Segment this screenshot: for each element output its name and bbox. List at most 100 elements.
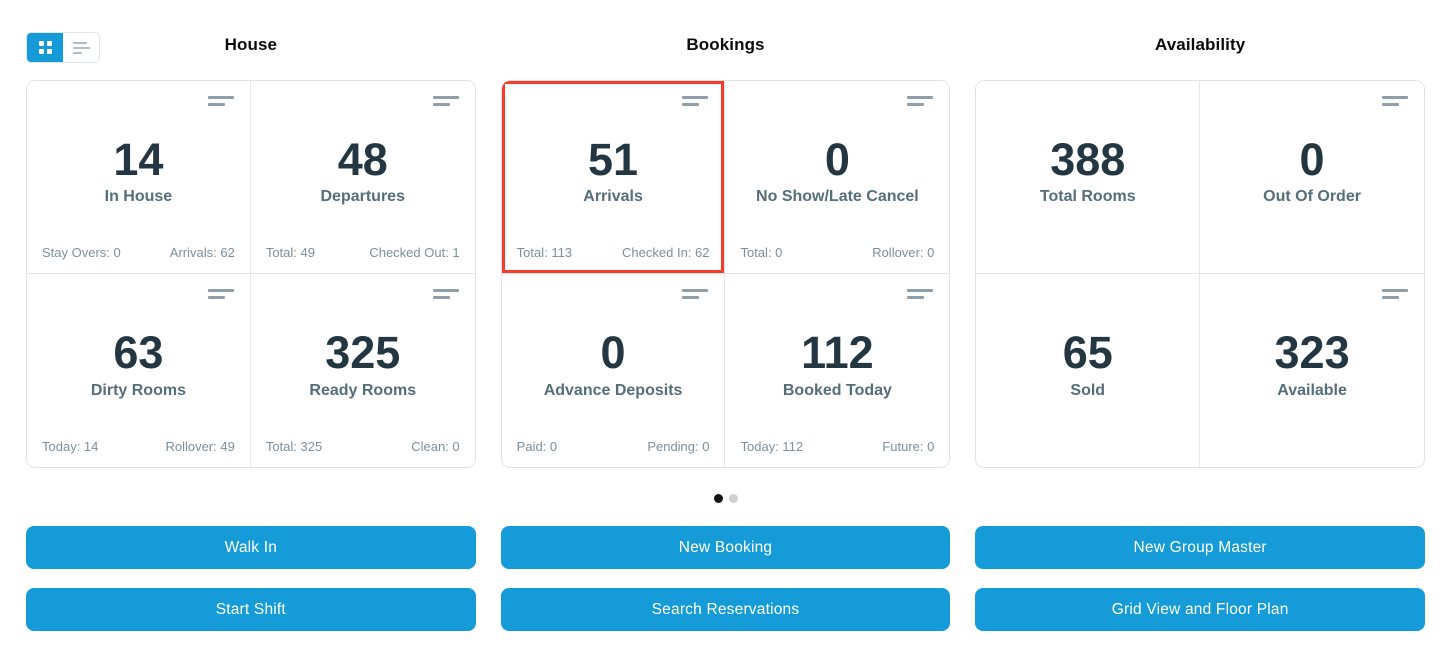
card-menu-lines-icon[interactable]: [682, 289, 709, 299]
card-stat: 14 In House: [27, 81, 250, 273]
card-stat: 112 Booked Today: [725, 274, 949, 467]
card-footer: Total: 49 Checked Out: 1: [266, 245, 460, 260]
card-footer: Total: 0 Rollover: 0: [740, 245, 934, 260]
action-button-new-group-master[interactable]: New Group Master: [975, 526, 1425, 569]
card-footer: Total: 113 Checked In: 62: [517, 245, 710, 260]
footer-stat-right: Clean: 0: [411, 439, 460, 454]
footer-stat-right: Rollover: 0: [872, 245, 935, 260]
card-stat: 325 Ready Rooms: [251, 274, 475, 467]
footer-stat-left: Today: 14: [42, 439, 99, 454]
pagination-dot-2[interactable]: [728, 494, 738, 503]
stat-value: 388: [1050, 133, 1126, 185]
stat-card-ready-rooms[interactable]: 325 Ready Rooms Total: 325 Clean: 0: [250, 274, 475, 467]
grid-2x2-icon: [38, 41, 52, 54]
stat-value: 63: [113, 327, 164, 379]
card-stat: 51 Arrivals: [502, 81, 725, 273]
card-menu-lines-icon[interactable]: [1381, 289, 1408, 299]
section-title-house: House: [224, 35, 278, 54]
stat-card-groups: 14 In House Stay Overs: 0 Arrivals: 62 48 Dep…: [26, 80, 1425, 468]
footer-stat-right: Pending: 0: [647, 439, 710, 454]
stat-label: Total Rooms: [1039, 188, 1136, 206]
pagination-dots: [26, 494, 1425, 503]
stat-label: Advance Deposits: [543, 381, 683, 399]
stat-value: 323: [1274, 327, 1350, 379]
card-stat: 0 Advance Deposits: [502, 274, 725, 467]
footer-stat-right: Checked In: 62: [622, 245, 710, 260]
footer-stat-left: Total: 325: [265, 439, 323, 454]
action-button-search-reservations[interactable]: Search Reservations: [500, 588, 951, 631]
card-stat: 63 Dirty Rooms: [27, 274, 250, 467]
footer-stat-right: Arrivals: 62: [169, 245, 235, 260]
stat-value: 0: [824, 133, 850, 185]
stat-card-in-house[interactable]: 14 In House Stay Overs: 0 Arrivals: 62: [27, 81, 251, 274]
view-toggle: [26, 32, 100, 63]
card-menu-lines-icon[interactable]: [682, 96, 709, 106]
action-button-walk-in[interactable]: Walk In: [26, 526, 476, 569]
card-menu-lines-icon[interactable]: [207, 96, 234, 106]
card-footer: Total: 325 Clean: 0: [266, 439, 460, 454]
card-footer: Paid: 0 Pending: 0: [517, 439, 710, 454]
list-view-toggle-button[interactable]: [63, 33, 99, 62]
stat-card-available[interactable]: 323 Available: [1200, 274, 1424, 467]
footer-stat-left: Total: 0: [740, 245, 783, 260]
header-row: House Bookings Availability: [26, 0, 1425, 80]
stat-card-out-of-order[interactable]: 0 Out Of Order: [1200, 81, 1424, 274]
group-availability: 388 Total Rooms 0 Out Of Order 65 Sold 323 Avai…: [975, 80, 1425, 468]
stat-value: 65: [1062, 327, 1113, 379]
card-menu-lines-icon[interactable]: [432, 289, 459, 299]
card-menu-lines-icon[interactable]: [1381, 96, 1408, 106]
stat-card-arrivals[interactable]: 51 Arrivals Total: 113 Checked In: 62: [501, 81, 726, 274]
footer-stat-right: Rollover: 49: [165, 439, 235, 454]
card-stat: 48 Departures: [251, 81, 475, 273]
action-button-start-shift[interactable]: Start Shift: [26, 588, 476, 631]
card-stat: 0 No Show/Late Cancel: [725, 81, 949, 273]
group-house: 14 In House Stay Overs: 0 Arrivals: 62 48 Dep…: [26, 80, 476, 468]
stat-label: Arrivals: [583, 188, 643, 206]
footer-stat-left: Total: 113: [516, 245, 573, 260]
pagination-dot-1[interactable]: [713, 494, 723, 503]
card-menu-lines-icon[interactable]: [207, 289, 234, 299]
card-footer: Stay Overs: 0 Arrivals: 62: [42, 245, 235, 260]
stat-label: No Show/Late Cancel: [756, 188, 919, 206]
stat-card-dirty-rooms[interactable]: 63 Dirty Rooms Today: 14 Rollover: 49: [27, 274, 251, 467]
card-footer: Today: 14 Rollover: 49: [42, 439, 235, 454]
stat-card-booked-today[interactable]: 112 Booked Today Today: 112 Future: 0: [725, 274, 950, 467]
stat-card-departures[interactable]: 48 Departures Total: 49 Checked Out: 1: [250, 81, 475, 274]
list-lines-icon: [72, 41, 90, 54]
stat-label: Booked Today: [782, 381, 892, 399]
stat-card-total-rooms[interactable]: 388 Total Rooms: [976, 81, 1201, 274]
card-stat: 388 Total Rooms: [976, 81, 1199, 273]
footer-stat-left: Stay Overs: 0: [42, 245, 121, 260]
section-title-availability: Availability: [1154, 35, 1246, 54]
card-menu-lines-icon[interactable]: [907, 289, 934, 299]
stat-label: Dirty Rooms: [90, 381, 186, 399]
footer-stat-right: Checked Out: 1: [369, 245, 460, 260]
card-menu-lines-icon[interactable]: [432, 96, 459, 106]
card-footer: Today: 112 Future: 0: [740, 439, 934, 454]
group-bookings: 51 Arrivals Total: 113 Checked In: 62 0 No Sh…: [500, 80, 951, 468]
stat-label: In House: [104, 188, 173, 206]
section-title-bookings: Bookings: [686, 35, 765, 54]
stat-value: 14: [113, 133, 164, 185]
stat-value: 48: [337, 133, 388, 185]
stat-value: 51: [588, 133, 639, 185]
section-titles: House Bookings Availability: [26, 0, 1425, 55]
stat-card-no-show-late-cancel[interactable]: 0 No Show/Late Cancel Total: 0 Rollover: 0: [725, 81, 950, 274]
stat-value: 325: [325, 327, 401, 379]
stat-label: Ready Rooms: [309, 381, 417, 399]
stat-label: Out Of Order: [1263, 188, 1361, 206]
footer-stat-left: Paid: 0: [516, 439, 558, 454]
stat-label: Departures: [320, 188, 405, 206]
footer-stat-left: Today: 112: [740, 439, 804, 454]
stat-value: 0: [600, 327, 626, 379]
stat-card-sold[interactable]: 65 Sold: [976, 274, 1201, 467]
stat-value: 0: [1299, 133, 1325, 185]
action-button-new-booking[interactable]: New Booking: [500, 526, 951, 569]
card-stat: 323 Available: [1200, 274, 1424, 467]
card-menu-lines-icon[interactable]: [907, 96, 934, 106]
action-button-grid-view-and-floor-plan[interactable]: Grid View and Floor Plan: [975, 588, 1425, 631]
grid-view-toggle-button[interactable]: [27, 33, 63, 62]
footer-stat-left: Total: 49: [265, 245, 315, 260]
stat-card-advance-deposits[interactable]: 0 Advance Deposits Paid: 0 Pending: 0: [501, 274, 726, 467]
stat-value: 112: [801, 327, 874, 379]
